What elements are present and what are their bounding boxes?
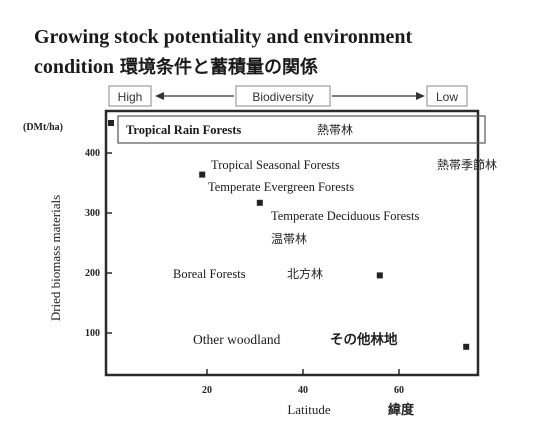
title-line-1: Growing stock potentiality and environme… — [34, 26, 413, 48]
x-axis-label: Latitude — [287, 402, 331, 417]
label-tropical-rain-forests-jp: 熱帯林 — [317, 123, 353, 137]
y-axis-label: Dried biomass materials — [48, 195, 63, 321]
data-point-2 — [256, 199, 263, 206]
arrow-left-icon — [155, 92, 164, 100]
biodiversity-label-box — [235, 85, 331, 107]
slide-title: Growing stock potentiality and environme… — [34, 22, 534, 83]
title-line-2: condition 環境条件と蓄積量の関係 — [34, 52, 534, 83]
point-labels: Tropical Rain Forests 熱帯林 Tropical Seaso… — [126, 123, 497, 348]
y-tick-label-100: 100 — [85, 328, 100, 339]
arrow-right-icon — [416, 92, 425, 100]
biodiversity-label: Biodiversity — [252, 90, 313, 104]
label-tropical-seasonal-forests: Tropical Seasonal Forests — [211, 158, 340, 172]
x-axis-label-jp: 緯度 — [388, 402, 415, 418]
x-tick-label-40: 40 — [298, 385, 308, 396]
label-boreal-forests: Boreal Forests — [173, 267, 246, 281]
plot-frame — [104, 109, 480, 377]
biodiversity-high-box — [108, 85, 152, 107]
label-temperate-evergreen-forests: Temperate Evergreen Forests — [208, 180, 354, 194]
y-tick-label-300: 300 — [85, 208, 100, 219]
y-tick-label-400: 400 — [85, 148, 100, 159]
label-other-woodland: Other woodland — [193, 332, 281, 347]
label-temperate-deciduous-forests-jp: 温帯林 — [271, 232, 307, 246]
axis-ticks: 100 200 300 400 20 40 60 — [85, 148, 404, 396]
label-tropical-seasonal-forests-jp: 熱帯季節林 — [437, 157, 497, 172]
label-temperate-deciduous-forests: Temperate Deciduous Forests — [271, 209, 420, 223]
y-tick-label-200: 200 — [85, 268, 100, 279]
y-axis-unit: (DMt/ha) — [23, 122, 63, 133]
biodiversity-scale: High Biodiversity Low — [108, 85, 468, 107]
tropical-rain-forest-highlight — [117, 115, 486, 144]
title-line-2-jp: 環境条件と蓄積量の関係 — [120, 57, 319, 78]
x-tick-label-60: 60 — [394, 385, 404, 396]
data-points — [108, 120, 470, 350]
biodiversity-low-label: Low — [436, 90, 458, 104]
data-point-3 — [376, 272, 383, 279]
title-line-2-en: condition — [34, 56, 115, 78]
x-tick-label-20: 20 — [202, 385, 212, 396]
data-point-1 — [199, 171, 206, 178]
label-other-woodland-jp: その他林地 — [330, 331, 398, 348]
data-point-4 — [463, 343, 470, 350]
label-tropical-rain-forests: Tropical Rain Forests — [126, 123, 241, 137]
biodiversity-high-label: High — [118, 90, 143, 104]
data-point-0 — [108, 120, 114, 126]
biodiversity-low-box — [426, 85, 468, 107]
label-boreal-forests-jp: 北方林 — [287, 266, 323, 281]
